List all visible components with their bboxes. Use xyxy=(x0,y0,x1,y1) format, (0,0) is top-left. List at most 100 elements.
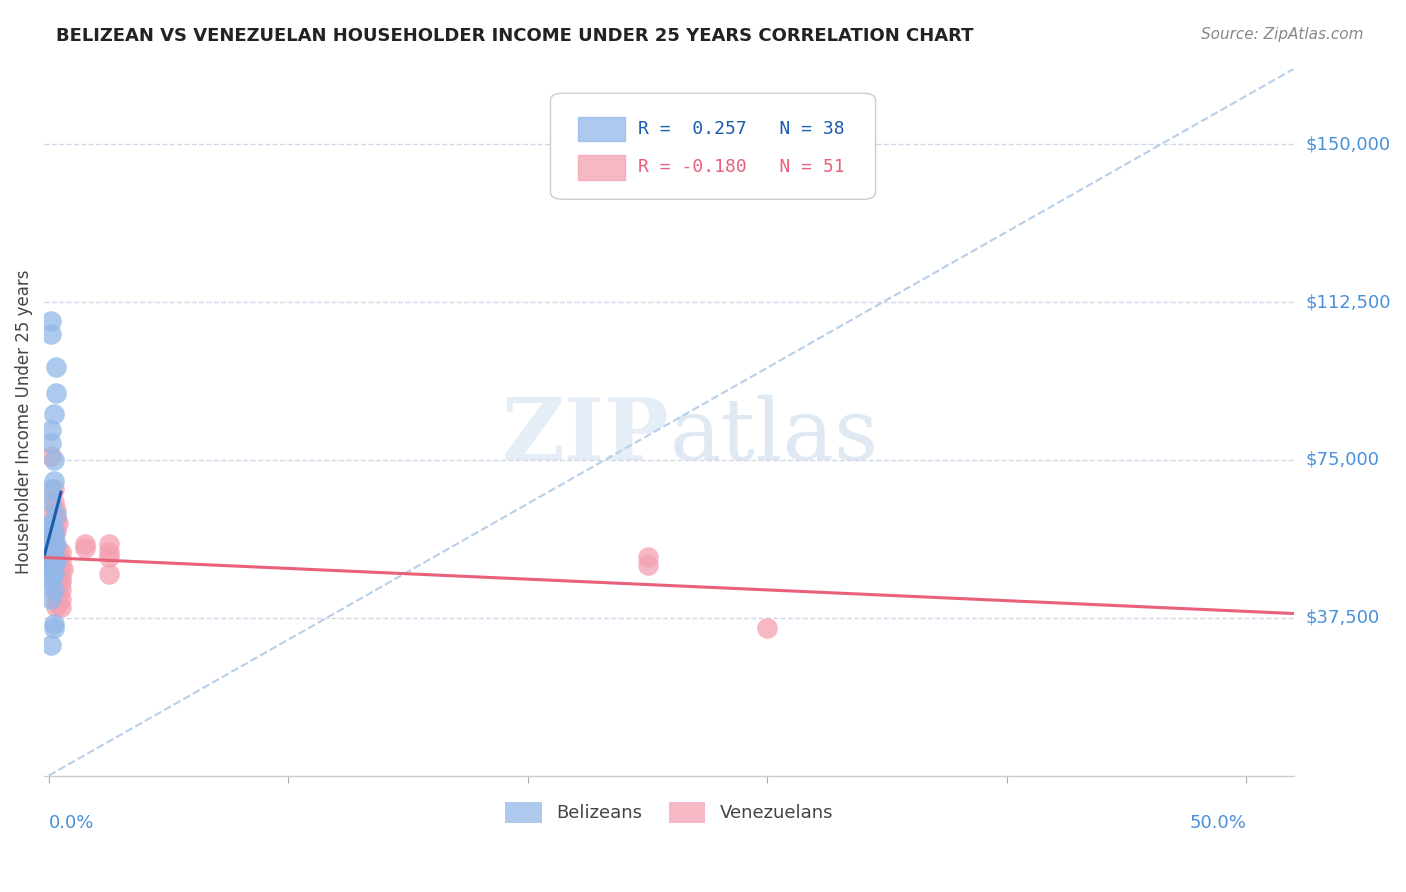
Text: $112,500: $112,500 xyxy=(1306,293,1391,311)
Point xyxy=(42,566,65,581)
Point xyxy=(42,566,65,581)
Point xyxy=(45,508,67,522)
Point xyxy=(45,558,67,573)
Point xyxy=(42,541,65,556)
Point xyxy=(45,554,67,568)
Point xyxy=(45,562,67,576)
Point xyxy=(39,533,62,547)
Point xyxy=(49,560,72,574)
Text: Source: ZipAtlas.com: Source: ZipAtlas.com xyxy=(1201,27,1364,42)
Point xyxy=(48,596,70,610)
Text: ZIP: ZIP xyxy=(502,394,669,478)
Point xyxy=(48,516,70,530)
Point xyxy=(42,549,65,564)
Point xyxy=(39,314,62,328)
Point xyxy=(73,541,96,556)
Point xyxy=(97,566,120,581)
Point xyxy=(39,424,62,438)
Point xyxy=(39,545,62,559)
Point xyxy=(39,571,62,585)
Point xyxy=(45,548,67,562)
Point xyxy=(97,537,120,551)
Point xyxy=(49,600,72,615)
Point xyxy=(45,385,67,400)
Point xyxy=(42,621,65,635)
Point xyxy=(49,583,72,598)
Point xyxy=(45,512,67,526)
Point xyxy=(97,545,120,559)
Point xyxy=(42,407,65,421)
Point xyxy=(39,591,62,606)
Text: $150,000: $150,000 xyxy=(1306,136,1391,153)
Point xyxy=(42,483,65,497)
Text: 0.0%: 0.0% xyxy=(49,814,94,832)
Text: R = -0.180   N = 51: R = -0.180 N = 51 xyxy=(638,159,845,177)
Point xyxy=(42,556,65,570)
Point xyxy=(48,588,70,602)
Point xyxy=(39,516,62,530)
Point xyxy=(48,568,70,582)
Point xyxy=(49,551,72,566)
Point xyxy=(45,600,67,615)
Point xyxy=(49,591,72,606)
Point xyxy=(42,474,65,488)
Point xyxy=(42,453,65,467)
Point xyxy=(39,574,62,589)
Text: BELIZEAN VS VENEZUELAN HOUSEHOLDER INCOME UNDER 25 YEARS CORRELATION CHART: BELIZEAN VS VENEZUELAN HOUSEHOLDER INCOM… xyxy=(56,27,974,45)
Point xyxy=(39,638,62,652)
Point xyxy=(39,558,62,573)
Point xyxy=(45,577,67,591)
Bar xyxy=(578,155,626,179)
Point xyxy=(45,566,67,581)
Point xyxy=(97,549,120,564)
Point xyxy=(42,556,65,570)
Point xyxy=(42,558,65,573)
Point xyxy=(73,537,96,551)
Point xyxy=(42,495,65,509)
Point xyxy=(42,537,65,551)
Point xyxy=(45,524,67,539)
Point xyxy=(45,571,67,585)
Point xyxy=(756,621,779,635)
Text: 50.0%: 50.0% xyxy=(1189,814,1247,832)
Point xyxy=(48,565,70,579)
Y-axis label: Householder Income Under 25 years: Householder Income Under 25 years xyxy=(15,269,32,574)
Point xyxy=(39,562,62,576)
Point xyxy=(48,558,70,573)
Point xyxy=(637,549,659,564)
Point xyxy=(39,541,62,556)
Point xyxy=(39,533,62,547)
Point xyxy=(48,579,70,593)
Point xyxy=(49,574,72,589)
Point xyxy=(42,583,65,598)
Text: R =  0.257   N = 38: R = 0.257 N = 38 xyxy=(638,120,845,138)
Point xyxy=(48,549,70,564)
Point xyxy=(48,573,70,587)
Point xyxy=(39,520,62,534)
Point xyxy=(48,543,70,558)
Point xyxy=(42,528,65,542)
Point xyxy=(42,528,65,542)
Text: $37,500: $37,500 xyxy=(1306,608,1379,627)
Point xyxy=(45,503,67,517)
Point xyxy=(45,360,67,375)
Point xyxy=(42,548,65,562)
Point xyxy=(45,541,67,556)
Point xyxy=(637,558,659,573)
Point xyxy=(39,326,62,341)
Legend: Belizeans, Venezuelans: Belizeans, Venezuelans xyxy=(498,795,841,830)
Text: $75,000: $75,000 xyxy=(1306,450,1379,469)
Bar xyxy=(578,118,626,141)
Point xyxy=(42,554,65,568)
Point xyxy=(45,591,67,606)
Point xyxy=(39,560,62,574)
Point xyxy=(42,617,65,632)
Point xyxy=(49,571,72,585)
Point xyxy=(39,436,62,450)
Point xyxy=(39,508,62,522)
Text: atlas: atlas xyxy=(669,394,879,478)
FancyBboxPatch shape xyxy=(551,94,876,199)
Point xyxy=(39,554,62,568)
Point xyxy=(39,495,62,509)
Point xyxy=(39,449,62,463)
